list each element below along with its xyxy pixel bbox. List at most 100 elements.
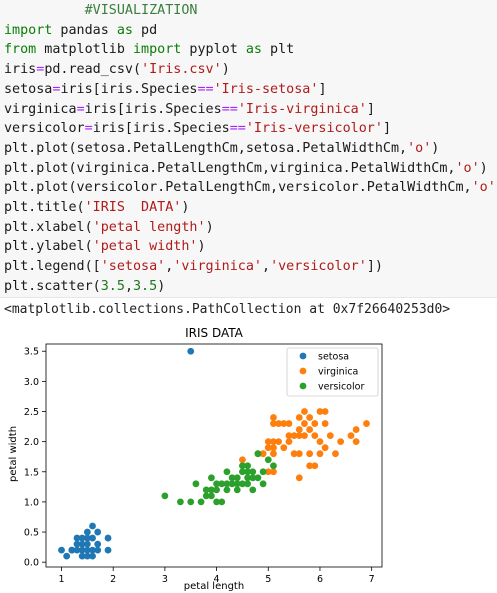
data-point — [83, 552, 91, 560]
y-tick-label: 3.0 — [24, 377, 39, 388]
data-point — [321, 444, 329, 452]
code-token: ) — [205, 219, 214, 235]
data-point — [83, 528, 91, 536]
code-line: #VISUALIZATION — [4, 3, 198, 18]
data-point — [233, 480, 241, 488]
code-token: plt.plot(versicolor.PetalLengthCm,versic… — [4, 180, 472, 196]
data-point — [239, 462, 246, 470]
code-line: plt.plot(versicolor.PetalLengthCm,versic… — [4, 180, 497, 195]
data-point — [213, 498, 220, 506]
data-point — [270, 444, 277, 452]
data-point — [306, 462, 314, 470]
data-point — [58, 546, 65, 554]
cell-output-text: <matplotlib.collections.PathCollection a… — [4, 302, 451, 317]
data-point — [270, 450, 277, 458]
code-cell[interactable]: #VISUALIZATION import pandas as pd from … — [0, 0, 497, 298]
code-line: virginica=iris[iris.Species=='Iris-virgi… — [4, 102, 375, 117]
code-token: iris[iris.Species — [84, 101, 222, 117]
code-token: 'o' — [407, 140, 432, 156]
data-point — [295, 432, 303, 440]
code-token: plt.plot(virginica.PetalLengthCm,virgini… — [4, 160, 456, 176]
data-point — [264, 444, 272, 452]
code-token: ) — [157, 278, 166, 294]
data-point — [270, 462, 277, 470]
code-token: ) — [181, 200, 190, 216]
data-point — [218, 498, 226, 506]
code-token: pd.read_csv( — [44, 62, 142, 78]
code-token: == — [221, 101, 238, 117]
data-point — [306, 450, 314, 458]
data-point — [89, 546, 96, 554]
data-point — [104, 534, 112, 542]
data-point — [223, 468, 231, 476]
data-point — [285, 432, 293, 440]
y-tick-label: 1.5 — [24, 467, 39, 478]
code-line: from matplotlib import pyplot as plt — [4, 42, 294, 57]
code-line: import pandas as pd — [4, 23, 157, 38]
data-point — [202, 486, 210, 494]
code-token: ) — [221, 62, 230, 78]
code-token: as — [116, 22, 133, 38]
data-point — [254, 450, 262, 458]
data-point — [301, 420, 308, 427]
data-point — [259, 450, 267, 458]
legend-label: setosa — [318, 352, 349, 363]
code-token: pandas — [52, 22, 117, 38]
data-point — [280, 420, 288, 427]
code-token: 'Iris-setosa' — [213, 81, 319, 97]
code-token: 'setosa' — [100, 259, 166, 275]
x-tick-label: 6 — [317, 574, 323, 585]
chart-title: IRIS DATA — [185, 326, 244, 340]
data-point — [249, 468, 257, 476]
data-point — [161, 492, 169, 500]
code-token: 'petal length' — [92, 219, 206, 235]
code-line: iris=pd.read_csv('Iris.csv') — [4, 62, 230, 77]
code-token: , — [124, 278, 133, 294]
code-token: ) — [479, 160, 488, 176]
data-point — [83, 540, 91, 548]
code-token: setosa — [4, 81, 53, 97]
data-point — [301, 432, 308, 440]
code-editor[interactable]: #VISUALIZATION import pandas as pd from … — [4, 1, 497, 297]
legend-label: virginica — [318, 367, 358, 378]
code-token: 'virginica' — [173, 259, 262, 275]
code-token: iris[iris.Species — [92, 121, 230, 137]
data-point — [259, 468, 267, 476]
legend-box — [286, 347, 379, 397]
data-point — [94, 528, 102, 536]
data-point — [239, 468, 246, 476]
data-point — [104, 546, 112, 554]
code-token: ) — [197, 239, 206, 255]
y-axis-ticks: 0.0 0.5 1.0 1.5 2.0 2.5 3.0 3.5 — [24, 347, 46, 569]
data-point — [202, 492, 210, 500]
x-tick-label: 7 — [369, 574, 375, 585]
data-point — [244, 468, 252, 476]
code-token: = — [84, 121, 93, 137]
data-point — [187, 347, 195, 355]
code-token: = — [76, 101, 85, 117]
code-line: plt.ylabel('petal width') — [4, 239, 206, 254]
data-point — [285, 438, 293, 446]
data-point — [228, 474, 236, 482]
data-point — [233, 486, 241, 494]
code-line: plt.plot(setosa.PetalLengthCm,setosa.Pet… — [4, 141, 439, 156]
code-token: ] — [382, 121, 391, 137]
data-point — [352, 438, 360, 446]
code-token: = — [36, 62, 45, 78]
code-line: setosa=iris[iris.Species=='Iris-setosa'] — [4, 82, 327, 97]
legend: setosa virginica versicolor — [286, 347, 379, 397]
y-axis-label: petal width — [8, 426, 19, 482]
data-point — [239, 480, 246, 488]
x-tick-label: 2 — [110, 574, 116, 585]
data-point — [326, 432, 334, 440]
data-point — [290, 432, 298, 440]
data-point — [254, 474, 262, 482]
code-token: 'Iris-virginica' — [237, 101, 367, 117]
code-token: matplotlib — [36, 42, 133, 58]
data-point — [244, 480, 252, 488]
data-point — [89, 534, 96, 542]
data-point — [295, 450, 303, 458]
x-tick-label: 3 — [162, 574, 168, 585]
data-point — [311, 432, 319, 440]
x-axis-ticks: 1 2 3 4 5 6 7 — [58, 567, 375, 585]
